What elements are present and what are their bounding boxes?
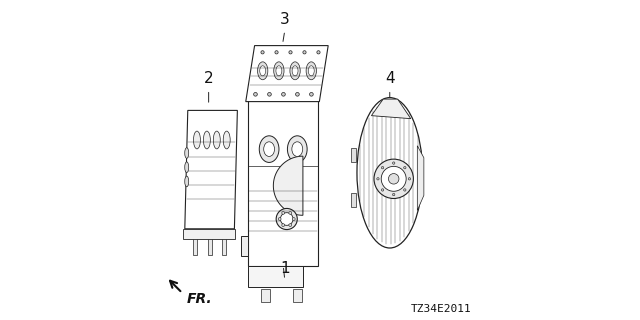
Ellipse shape [257,62,268,80]
Ellipse shape [259,136,279,163]
Ellipse shape [193,131,200,149]
Circle shape [392,162,395,164]
Polygon shape [273,156,303,215]
Bar [223,239,227,255]
Ellipse shape [306,62,316,80]
Circle shape [381,166,384,169]
Ellipse shape [308,66,314,76]
Circle shape [317,51,320,54]
Text: FR.: FR. [187,292,212,306]
Ellipse shape [185,162,189,172]
Bar [248,99,319,266]
Bar [261,289,270,302]
Bar [351,193,356,207]
Ellipse shape [260,66,266,76]
Circle shape [388,173,399,184]
Ellipse shape [274,62,284,80]
Circle shape [374,159,413,198]
Bar [293,289,301,302]
Circle shape [278,218,281,220]
Circle shape [296,92,300,96]
Circle shape [377,178,379,180]
Bar [351,148,356,162]
Circle shape [292,218,295,220]
Bar [193,239,196,255]
Circle shape [268,92,271,96]
Ellipse shape [276,66,282,76]
Circle shape [261,51,264,54]
Circle shape [253,92,257,96]
Polygon shape [371,99,411,119]
Circle shape [381,166,406,191]
Ellipse shape [290,62,300,80]
Circle shape [289,224,292,227]
Polygon shape [241,236,248,256]
Text: TZ34E2011: TZ34E2011 [412,304,472,314]
Polygon shape [417,146,424,211]
Circle shape [282,92,285,96]
Ellipse shape [292,142,303,156]
Polygon shape [246,46,328,102]
Circle shape [404,189,406,191]
Ellipse shape [287,136,307,163]
Text: 4: 4 [385,71,395,86]
Circle shape [310,92,313,96]
Polygon shape [185,110,237,229]
Text: 1: 1 [280,261,290,276]
Circle shape [392,193,395,196]
Text: 3: 3 [280,12,290,27]
Circle shape [276,208,298,229]
Circle shape [282,212,285,214]
Circle shape [408,178,411,180]
Circle shape [275,51,278,54]
Text: 2: 2 [204,71,214,86]
Polygon shape [183,229,236,239]
Circle shape [280,213,293,225]
Circle shape [303,51,306,54]
Ellipse shape [357,98,422,248]
Circle shape [282,224,285,227]
Ellipse shape [185,148,189,158]
Circle shape [289,212,292,214]
Ellipse shape [223,131,230,149]
Ellipse shape [213,131,220,149]
Bar [248,266,303,287]
Circle shape [381,189,384,191]
Ellipse shape [204,131,211,149]
Circle shape [289,51,292,54]
Ellipse shape [185,176,189,187]
Bar [207,239,212,255]
Circle shape [404,166,406,169]
Ellipse shape [292,66,298,76]
Ellipse shape [264,142,275,156]
